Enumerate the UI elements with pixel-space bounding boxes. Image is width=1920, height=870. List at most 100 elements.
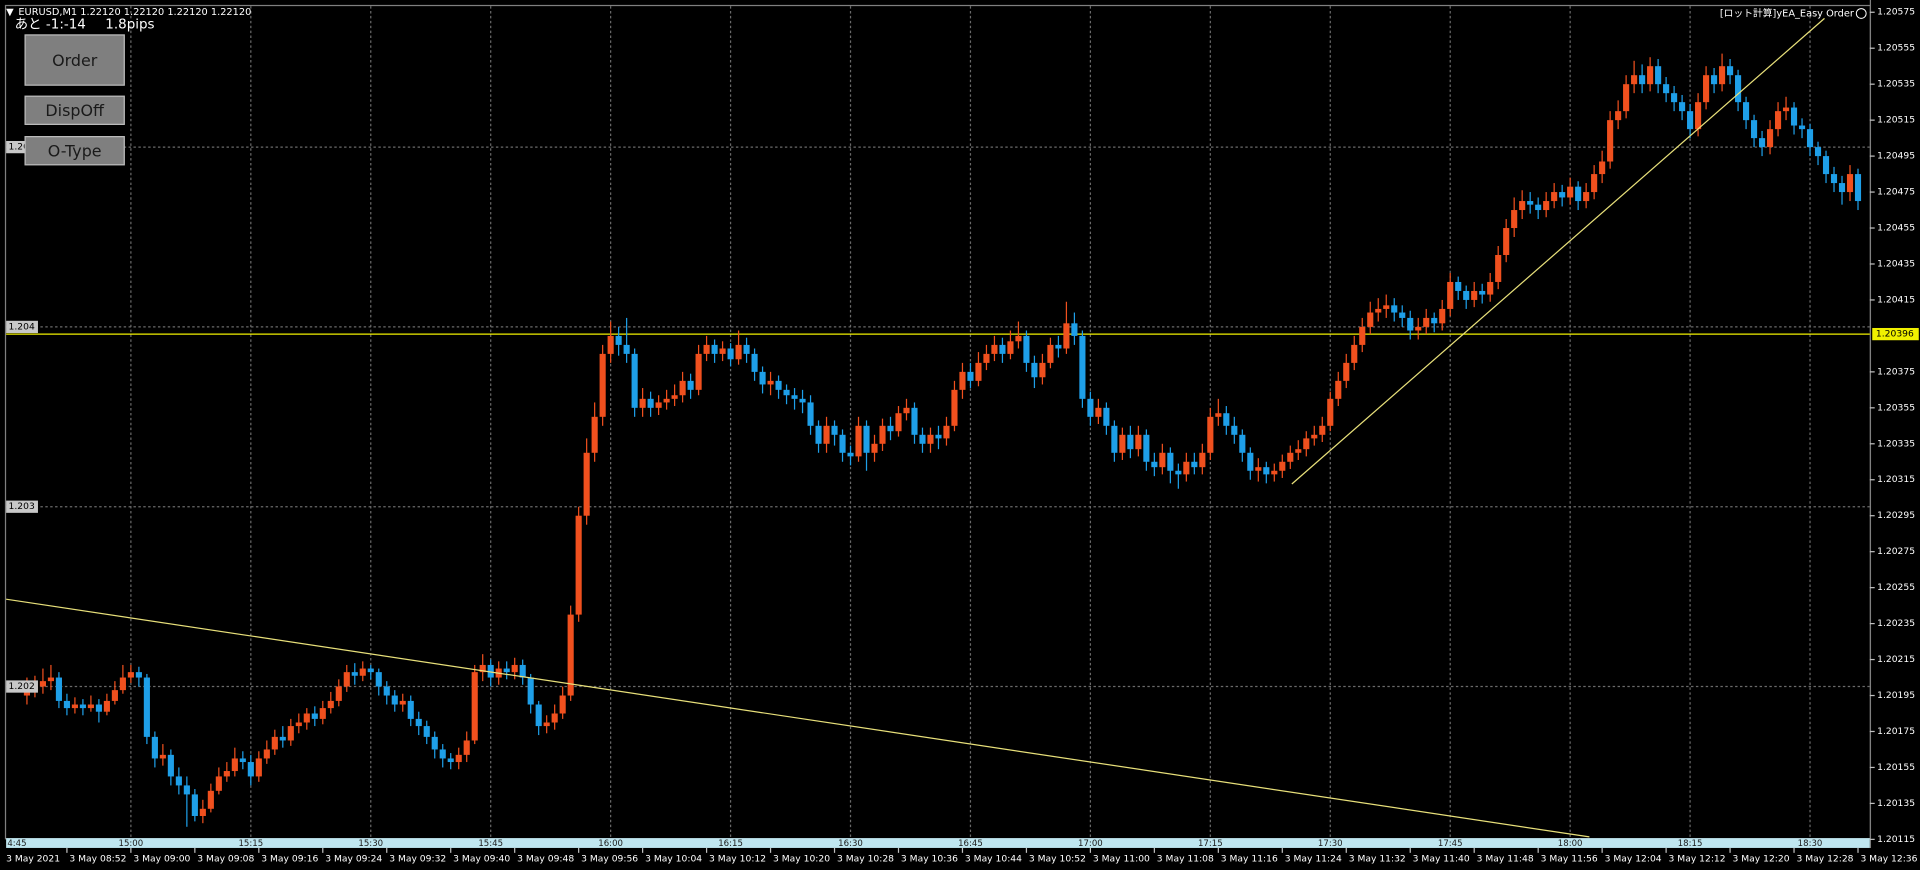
candle-body (287, 726, 294, 741)
candle-body (1343, 362, 1350, 381)
level-label: 1.204 (9, 321, 35, 332)
button-face[interactable] (24, 136, 125, 166)
date-label: 3 May 2021 (6, 853, 60, 864)
level-label: 1.202 (9, 681, 35, 692)
candle-body (607, 335, 614, 354)
candle-body (1774, 111, 1782, 130)
candle-body (1103, 407, 1110, 426)
candle-body (95, 704, 102, 712)
candle-body (1247, 452, 1254, 471)
candle-body (655, 402, 662, 408)
button-face[interactable] (24, 34, 125, 86)
candle-body (1207, 416, 1214, 453)
time-strip (6, 838, 1870, 848)
y-tick-label: 1.20515 (1877, 115, 1915, 126)
candle-body (215, 776, 222, 791)
candle-body (871, 443, 878, 453)
candle-body (79, 704, 86, 709)
candle-body (1599, 161, 1606, 175)
candle-body (887, 425, 894, 432)
candle-body (55, 677, 62, 701)
candle-body (847, 452, 854, 457)
candle-body (1231, 425, 1238, 435)
x-tick-label: 3 May 12:20 (1733, 853, 1790, 864)
candle-body (575, 515, 582, 615)
candle-body (1487, 281, 1494, 295)
candle-body (583, 452, 590, 516)
candle-body (727, 348, 734, 360)
candle-body (1743, 102, 1750, 121)
candle-body (1367, 312, 1374, 327)
candle-body (687, 380, 694, 390)
candle-body (1135, 434, 1142, 450)
candle-body (1567, 186, 1574, 198)
candle-body (255, 758, 262, 777)
order-button[interactable]: Order (24, 34, 125, 86)
y-tick-label: 1.20155 (1877, 762, 1915, 773)
x-tick-label: 3 May 10:28 (837, 853, 894, 864)
candle-body (559, 695, 566, 714)
collapse-arrow[interactable]: ▼ (6, 7, 14, 18)
candle-body (103, 700, 110, 712)
candle-body (1031, 362, 1038, 378)
y-tick-label: 1.20415 (1877, 294, 1915, 305)
button-label[interactable]: Order (52, 51, 98, 70)
button-face[interactable] (24, 95, 125, 125)
candle-body (815, 425, 822, 444)
candle-body (807, 402, 814, 426)
dispoff-button[interactable]: DispOff (24, 95, 125, 125)
candle-body (1263, 467, 1270, 475)
candle-body (463, 740, 470, 755)
candle-body (1655, 66, 1662, 85)
candle-body (991, 344, 998, 354)
candle-body (1727, 66, 1734, 76)
candle-body (943, 425, 950, 439)
x-tick-label: 3 May 10:04 (645, 853, 702, 864)
candle-body (743, 344, 750, 354)
x-tick-label: 3 May 09:40 (453, 853, 510, 864)
x-tick-label: 3 May 09:08 (197, 853, 254, 864)
otype-button[interactable]: O-Type (24, 136, 125, 166)
candle-body (191, 794, 198, 816)
grid-layer (6, 6, 1870, 839)
candle-body (1607, 120, 1614, 162)
button-label[interactable]: DispOff (45, 101, 105, 120)
candle-body (1215, 413, 1222, 417)
candle-body (983, 353, 990, 363)
candle-body (383, 686, 390, 696)
x-tick-label-top: 18:30 (1798, 839, 1823, 849)
candle-body (671, 395, 678, 399)
candle-body (1711, 75, 1718, 85)
candle-body (551, 713, 558, 723)
candle-body (1511, 210, 1518, 229)
candle-body (335, 686, 342, 701)
candle-body (319, 708, 326, 719)
candle-body (1695, 102, 1702, 130)
candle-body (1039, 362, 1046, 378)
x-tick-label-top: 17:45 (1438, 839, 1463, 849)
candle-body (39, 681, 46, 687)
candle-body (1271, 470, 1278, 475)
candle-body (719, 348, 726, 354)
candle-body (311, 713, 318, 719)
y-tick-label: 1.20235 (1877, 618, 1915, 629)
candle-body (711, 344, 718, 354)
candle-body (1047, 344, 1054, 363)
candle-body (271, 736, 278, 750)
candle-body (351, 672, 358, 676)
candle-body (1719, 66, 1726, 85)
candle-body (231, 758, 238, 772)
candle-body (1279, 461, 1286, 471)
candle-body (359, 668, 366, 676)
candle-body (367, 668, 374, 673)
candle-body (1495, 254, 1502, 282)
candle-body (879, 425, 886, 444)
button-label[interactable]: O-Type (48, 141, 102, 160)
candle-body (167, 754, 174, 777)
candle-body (599, 353, 606, 417)
y-tick-label: 1.20215 (1877, 654, 1915, 665)
x-tick-label: 3 May 11:56 (1541, 853, 1598, 864)
candle-body (1806, 129, 1814, 148)
x-tick-label: 3 May 10:36 (901, 853, 958, 864)
